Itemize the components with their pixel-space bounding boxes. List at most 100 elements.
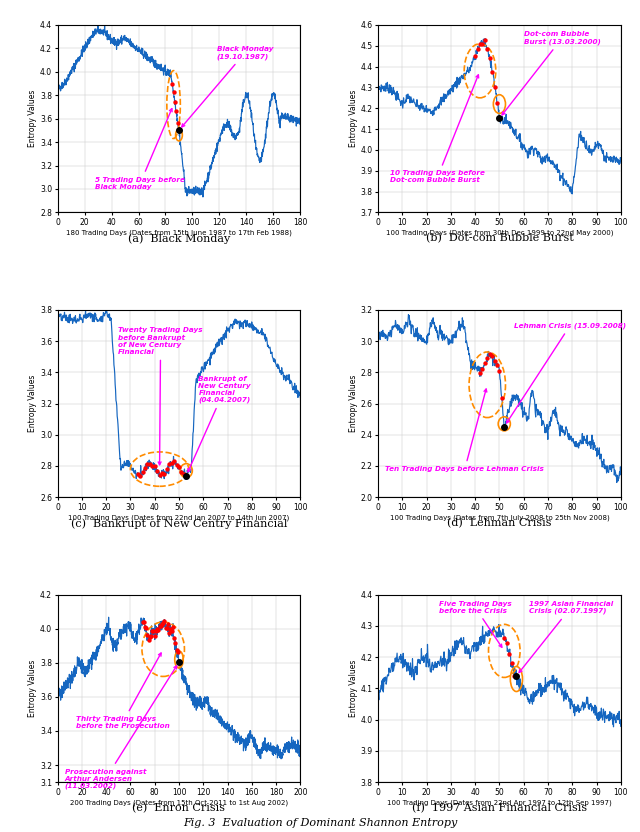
Point [157, 617, 167, 631]
Point [470, 49, 480, 62]
Point [157, 466, 167, 479]
Point [504, 647, 515, 661]
Point [170, 636, 180, 650]
Text: (b)  Dot-com Bubble Burst: (b) Dot-com Bubble Burst [426, 233, 573, 244]
Point [152, 622, 163, 636]
Text: (d)  Lehman Crisis: (d) Lehman Crisis [447, 518, 552, 528]
Point [472, 42, 483, 56]
Point [169, 454, 179, 468]
Point [164, 626, 174, 640]
Point [158, 617, 168, 630]
Point [492, 97, 502, 110]
Text: Black Monday
(19.10.1987): Black Monday (19.10.1987) [182, 46, 273, 127]
Text: (c)  Bankrupt of New Centry Financial: (c) Bankrupt of New Centry Financial [71, 518, 287, 528]
Point [169, 631, 179, 645]
Point [164, 458, 174, 471]
Point [156, 620, 166, 633]
Point [163, 617, 173, 630]
Text: Five Trading Days
before the Crisis: Five Trading Days before the Crisis [439, 601, 511, 647]
Point [173, 646, 183, 659]
Point [484, 52, 495, 65]
Point [509, 669, 519, 682]
Y-axis label: Entropy Values: Entropy Values [28, 660, 37, 717]
Point [499, 420, 509, 433]
Point [139, 615, 149, 628]
Point [477, 37, 488, 51]
Point [179, 468, 189, 481]
X-axis label: 100 Trading Days (Dates from 30th Dec 1999 to 22nd May 2000): 100 Trading Days (Dates from 30th Dec 19… [386, 230, 613, 236]
Point [497, 392, 507, 405]
Point [494, 364, 504, 378]
Point [142, 628, 152, 641]
Point [145, 631, 155, 644]
Point [170, 96, 180, 109]
Point [132, 468, 143, 481]
Point [141, 622, 151, 635]
Text: Ten Trading Days before Lehman Crisis: Ten Trading Days before Lehman Crisis [385, 389, 544, 472]
Point [482, 351, 492, 364]
Point [147, 459, 157, 473]
Y-axis label: Entropy Values: Entropy Values [28, 90, 37, 147]
Point [487, 349, 497, 362]
Point [138, 615, 148, 628]
Text: (a)  Black Monday: (a) Black Monday [128, 233, 230, 244]
Point [171, 105, 181, 118]
Text: Dot-com Bubble
Burst (13.03.2000): Dot-com Bubble Burst (13.03.2000) [502, 32, 600, 115]
Point [490, 354, 500, 368]
Point [167, 77, 177, 91]
Y-axis label: Entropy Values: Entropy Values [349, 90, 358, 147]
Point [168, 621, 178, 634]
Point [172, 643, 182, 656]
Text: Bankrupt of
New Century
Financial
(04.04.2007): Bankrupt of New Century Financial (04.04… [188, 375, 251, 472]
Point [162, 462, 172, 475]
Text: Fig. 3  Evaluation of Dominant Shannon Entropy: Fig. 3 Evaluation of Dominant Shannon En… [183, 818, 457, 828]
X-axis label: 200 Trading Days (Dates from 15th Oct 2011 to 1st Aug 2002): 200 Trading Days (Dates from 15th Oct 20… [70, 800, 288, 806]
Point [138, 466, 148, 479]
Point [143, 633, 154, 646]
Text: 1997 Asian Financial
Crisis (02.07.1997): 1997 Asian Financial Crisis (02.07.1997) [519, 601, 613, 672]
Point [511, 669, 522, 682]
X-axis label: 100 Trading Days (Dates from 22nd Jan 2007 to 14th Jun 2007): 100 Trading Days (Dates from 22nd Jan 20… [68, 514, 290, 521]
Point [140, 461, 150, 474]
Y-axis label: Entropy Values: Entropy Values [28, 375, 37, 432]
Point [475, 366, 485, 379]
Point [181, 469, 191, 483]
Text: Twenty Trading Days
before Bankrupt
of New Century
Financial: Twenty Trading Days before Bankrupt of N… [118, 327, 203, 465]
Point [490, 81, 500, 94]
Point [492, 359, 502, 372]
Point [152, 464, 163, 478]
Point [150, 459, 160, 473]
Point [140, 621, 150, 634]
Point [176, 465, 186, 478]
Point [174, 461, 184, 474]
Point [161, 622, 171, 635]
X-axis label: 180 Trading Days (Dates from 15th June 1987 to 17th Feb 1988): 180 Trading Days (Dates from 15th June 1… [66, 230, 292, 236]
Point [165, 622, 175, 636]
Point [173, 116, 183, 130]
Text: 10 Trading Days before
Dot-com Bubble Burst: 10 Trading Days before Dot-com Bubble Bu… [390, 75, 485, 184]
Point [145, 457, 155, 470]
Point [154, 620, 164, 633]
Point [475, 37, 485, 51]
Text: (e)  Enron Crisis: (e) Enron Crisis [132, 803, 225, 813]
Point [166, 457, 177, 470]
Point [499, 631, 509, 645]
Point [487, 65, 497, 78]
X-axis label: 100 Trading Days (Dates from 7th July 2008 to 25th Nov 2008): 100 Trading Days (Dates from 7th July 20… [390, 514, 609, 521]
Y-axis label: Entropy Values: Entropy Values [349, 660, 358, 717]
Point [150, 629, 160, 642]
Point [146, 629, 156, 642]
Point [159, 468, 170, 481]
Point [506, 656, 516, 670]
Point [480, 357, 490, 370]
Point [494, 111, 504, 125]
Text: Lehman Crisis (15.09.2008): Lehman Crisis (15.09.2008) [507, 322, 626, 423]
Point [162, 622, 172, 635]
Point [174, 656, 184, 669]
Point [484, 348, 495, 361]
Point [502, 636, 512, 650]
Point [135, 470, 145, 483]
Point [174, 124, 184, 137]
Point [142, 457, 152, 470]
Text: 5 Trading Days before
Black Monday: 5 Trading Days before Black Monday [95, 109, 185, 190]
